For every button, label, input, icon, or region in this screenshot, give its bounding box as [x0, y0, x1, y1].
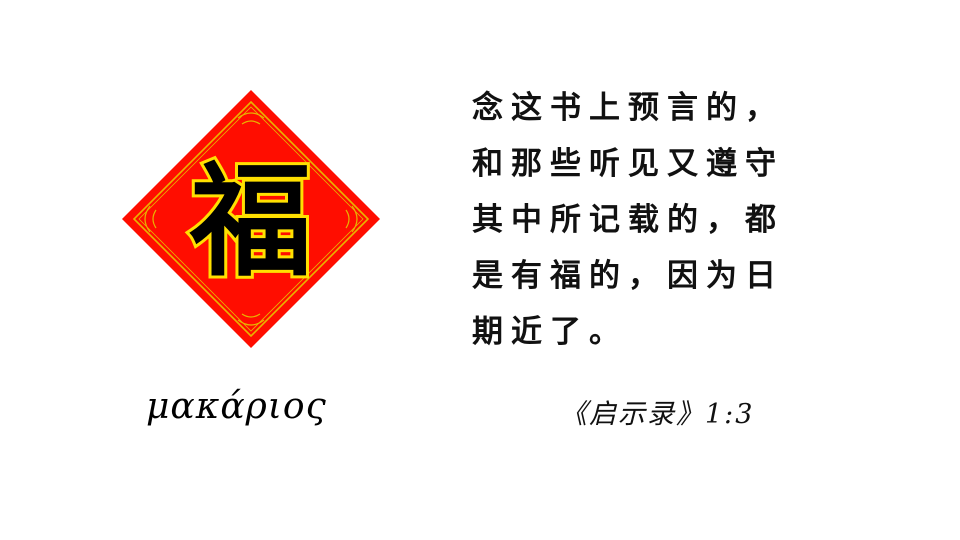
verse-line: 其中所记载的，都: [472, 202, 784, 238]
verse-line: 是有福的，因为日: [472, 258, 784, 294]
fu-emblem-graphic: 福: [122, 90, 380, 348]
gold-border-inner: [138, 106, 364, 332]
gold-border-outer: [132, 100, 370, 338]
fu-character: 福: [189, 149, 312, 293]
verse-line: 期近了。: [472, 314, 628, 350]
verse-citation: 《启示录》1:3: [560, 399, 755, 430]
greek-word: μακάριος: [146, 386, 327, 427]
ornament-corners: [144, 112, 358, 326]
red-diamond-shape: [122, 90, 380, 348]
verse-line: 和那些听见又遵守: [472, 146, 784, 182]
verse-text: 念这书上预言的， 和那些听见又遵守 其中所记载的，都 是有福的，因为日 期近了。: [472, 80, 832, 360]
fu-blessing-emblem: 福: [120, 88, 382, 350]
verse-line: 念这书上预言的，: [472, 90, 784, 126]
